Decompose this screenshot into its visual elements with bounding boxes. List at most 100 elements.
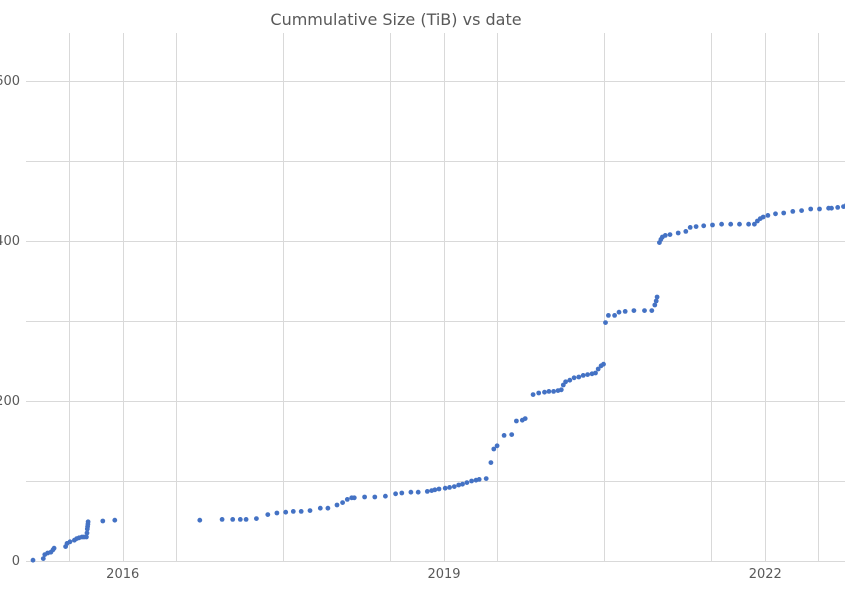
data-point — [112, 517, 118, 523]
data-point — [622, 309, 628, 314]
x-axis-ticks: 2016 2019 2022 — [106, 567, 782, 582]
data-point — [84, 534, 89, 540]
data-point — [662, 233, 668, 238]
data-point — [829, 205, 834, 211]
data-point — [84, 530, 90, 536]
data-point — [603, 320, 608, 325]
y-tick-label: 200 — [0, 394, 20, 409]
data-point — [408, 489, 414, 495]
data-point — [447, 485, 452, 490]
data-point — [841, 204, 845, 209]
data-point — [558, 387, 564, 393]
data-point — [501, 433, 507, 438]
data-point — [576, 374, 582, 380]
y-tick-label: 400 — [0, 234, 20, 249]
data-point — [344, 497, 350, 502]
x-tick-label: 2016 — [106, 567, 139, 582]
y-tick-label: 0 — [12, 554, 20, 569]
data-point — [760, 214, 766, 220]
data-point — [483, 476, 489, 481]
data-point — [351, 495, 357, 501]
data-point — [307, 508, 313, 513]
data-point — [85, 519, 91, 525]
data-point — [334, 502, 340, 508]
data-point — [491, 446, 497, 452]
data-point — [432, 487, 438, 493]
data-point — [675, 230, 681, 236]
data-point — [616, 309, 622, 315]
data-point — [325, 505, 331, 511]
data-point — [728, 221, 734, 227]
data-point — [687, 225, 693, 230]
data-point — [100, 518, 106, 524]
data-point — [546, 389, 552, 394]
data-point — [488, 460, 494, 465]
data-point — [340, 500, 345, 505]
data-point — [773, 211, 778, 217]
data-point — [243, 517, 249, 522]
data-point — [442, 485, 448, 491]
data-point — [563, 379, 568, 385]
data-point — [654, 294, 660, 300]
data-point — [372, 494, 378, 500]
data-point — [612, 313, 617, 318]
data-point — [522, 416, 528, 421]
data-point — [40, 556, 46, 561]
data-point — [817, 206, 822, 212]
data-point — [737, 221, 742, 227]
data-point — [460, 481, 465, 487]
data-point — [456, 482, 462, 488]
data-point — [752, 221, 757, 227]
gridlines — [26, 33, 845, 562]
data-point — [536, 390, 542, 396]
data-point — [399, 490, 405, 496]
data-point — [362, 494, 367, 500]
data-point — [494, 443, 500, 449]
data-point — [653, 298, 659, 304]
data-point — [606, 313, 611, 318]
data-point — [424, 489, 430, 494]
data-point — [765, 213, 771, 218]
data-point — [230, 517, 236, 522]
data-point — [274, 510, 280, 516]
data-point — [746, 221, 751, 227]
data-point — [415, 489, 421, 495]
data-point — [567, 377, 573, 383]
y-tick-label: 600 — [0, 74, 20, 89]
data-point — [514, 418, 519, 424]
data-point — [451, 484, 457, 489]
data-point — [265, 512, 271, 517]
data-point — [683, 229, 689, 234]
data-point — [571, 375, 577, 381]
data-point — [509, 432, 515, 437]
data-point — [649, 308, 655, 313]
data-point — [580, 373, 586, 378]
data-point — [601, 361, 606, 367]
data-point — [476, 477, 482, 482]
data-point — [667, 232, 673, 238]
data-point — [719, 221, 724, 227]
data-points — [30, 203, 845, 563]
data-point — [51, 545, 57, 551]
data-point — [197, 517, 203, 523]
data-point — [551, 389, 556, 394]
data-point — [254, 516, 259, 521]
x-tick-label: 2022 — [749, 567, 782, 582]
data-point — [790, 209, 796, 214]
data-point — [436, 486, 442, 492]
data-point — [799, 208, 804, 214]
data-point — [542, 389, 547, 395]
data-point — [298, 509, 304, 514]
data-point — [464, 480, 470, 485]
data-point — [67, 539, 73, 545]
data-point — [710, 222, 715, 228]
data-point — [30, 557, 36, 563]
data-point — [781, 210, 787, 216]
data-point — [530, 392, 536, 397]
data-point — [290, 509, 296, 514]
data-point — [631, 308, 637, 313]
data-point — [585, 372, 590, 377]
data-point — [642, 308, 647, 313]
data-point — [393, 491, 398, 497]
